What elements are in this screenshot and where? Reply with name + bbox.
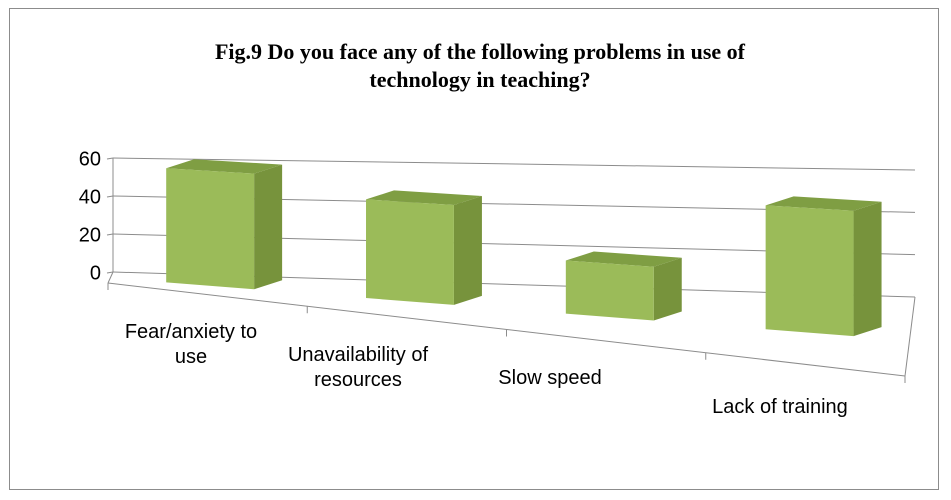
bar — [366, 199, 454, 305]
bar-side — [653, 257, 682, 321]
y-tick — [106, 195, 114, 198]
bar-top — [765, 196, 882, 211]
x-tick-label: Lack of training — [712, 396, 848, 418]
y-tick-label: 0 — [90, 262, 101, 284]
x-tick-label: Unavailability of resources — [287, 344, 429, 391]
x-tick-label: Fear/anxiety to use — [124, 321, 258, 368]
grid-line — [112, 157, 916, 171]
bar — [565, 260, 654, 321]
bar — [765, 205, 854, 337]
y-tick-label: 20 — [79, 224, 101, 246]
y-tick-label: 60 — [79, 148, 101, 170]
floor-edge — [107, 271, 114, 284]
chart-title: Fig.9 Do you face any of the following p… — [214, 39, 746, 92]
chart-frame — [9, 8, 939, 490]
y-tick — [106, 271, 114, 274]
y-tick-label: 40 — [79, 186, 101, 208]
bar-top — [565, 251, 682, 267]
bar-top — [366, 190, 482, 206]
x-tick-label: Slow speed — [498, 367, 602, 389]
y-tick — [106, 233, 114, 236]
bar-side — [254, 164, 283, 290]
bar-top — [166, 159, 283, 174]
bar-side — [853, 201, 882, 337]
bar-side — [453, 196, 482, 305]
y-tick — [106, 157, 114, 160]
bar — [166, 168, 255, 290]
floor-edge — [904, 296, 916, 377]
